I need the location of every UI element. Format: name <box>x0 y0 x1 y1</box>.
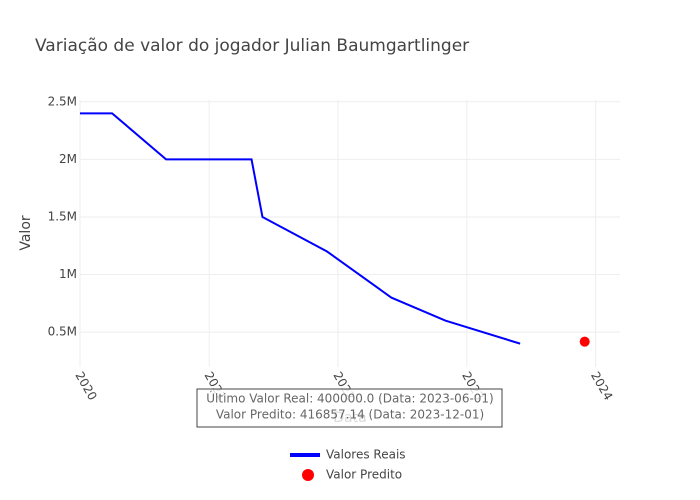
data-line <box>80 112 521 345</box>
legend-label: Valor Predito <box>326 468 402 482</box>
annotation-text: Valor Predito: 416857.14 (Data: 2023-12-… <box>216 408 484 422</box>
y-tick-label: 1.5M <box>48 209 77 223</box>
y-tick-label: 2.5M <box>48 94 77 108</box>
legend-item: Valores Reais <box>290 448 406 462</box>
y-tick-label: 0.5M <box>48 325 77 339</box>
chart-title: Variação de valor do jogador Julian Baum… <box>35 36 469 56</box>
legend-marker <box>302 469 314 481</box>
legend-label: Valores Reais <box>326 448 406 462</box>
x-tick-label: 2024 <box>588 369 615 402</box>
y-axis-title: Valor <box>18 215 34 251</box>
annotation-box <box>196 388 503 428</box>
y-tick-label: 1M <box>59 267 77 281</box>
x-tick-label: 2020 <box>72 369 99 402</box>
y-tick-label: 2M <box>59 152 77 166</box>
legend-item: Valor Predito <box>302 468 402 482</box>
predicted-point <box>579 336 590 347</box>
annotation-text: Último Valor Real: 400000.0 (Data: 2023-… <box>206 391 493 406</box>
